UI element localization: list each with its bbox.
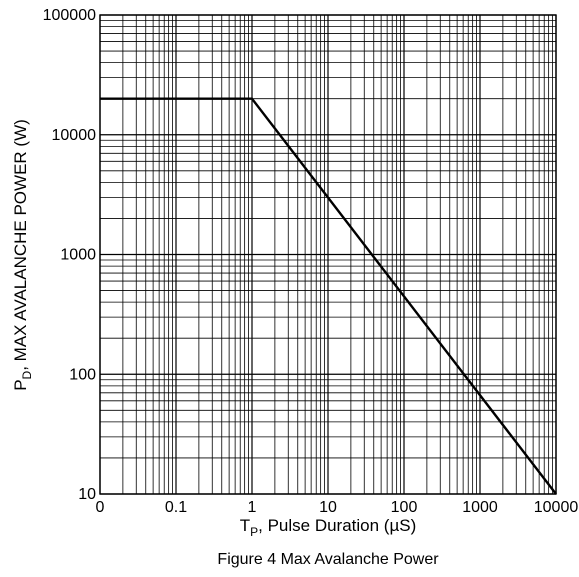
y-tick-label: 1000 [60, 247, 96, 264]
x-tick-labels: 0 0.1 1 10 100 1000 10000 [96, 499, 579, 516]
y-tick-label: 100000 [43, 7, 96, 24]
series-line [100, 97, 557, 495]
figure-caption: Figure 4 Max Avalanche Power [217, 551, 439, 568]
y-tick-label: 10 [78, 486, 96, 503]
y-axis-label-main: P [11, 379, 30, 390]
y-tick-labels: 10 100 1000 10000 100000 [43, 7, 96, 503]
x-axis-label-rest: , Pulse Duration (µS) [258, 516, 416, 535]
x-tick-label: 0 [96, 499, 105, 516]
plot-frame [99, 14, 557, 495]
x-tick-label: 100 [391, 499, 418, 516]
y-tick-label: 100 [69, 366, 96, 383]
x-axis-label-sub: P [250, 525, 258, 539]
x-axis-label-main: T [240, 516, 250, 535]
x-tick-label: 10 [319, 499, 337, 516]
x-tick-label: 10000 [534, 499, 579, 516]
y-axis-label: PD, MAX AVALANCHE POWER (W) [11, 119, 34, 391]
y-tick-label: 10000 [52, 127, 97, 144]
x-tick-label: 1 [248, 499, 257, 516]
x-axis-label: TP, Pulse Duration (µS) [240, 516, 417, 539]
x-tick-label: 0.1 [165, 499, 187, 516]
y-axis-label-rest: , MAX AVALANCHE POWER (W) [11, 119, 30, 371]
x-tick-label: 1000 [462, 499, 498, 516]
y-axis-label-sub: D [20, 370, 34, 379]
